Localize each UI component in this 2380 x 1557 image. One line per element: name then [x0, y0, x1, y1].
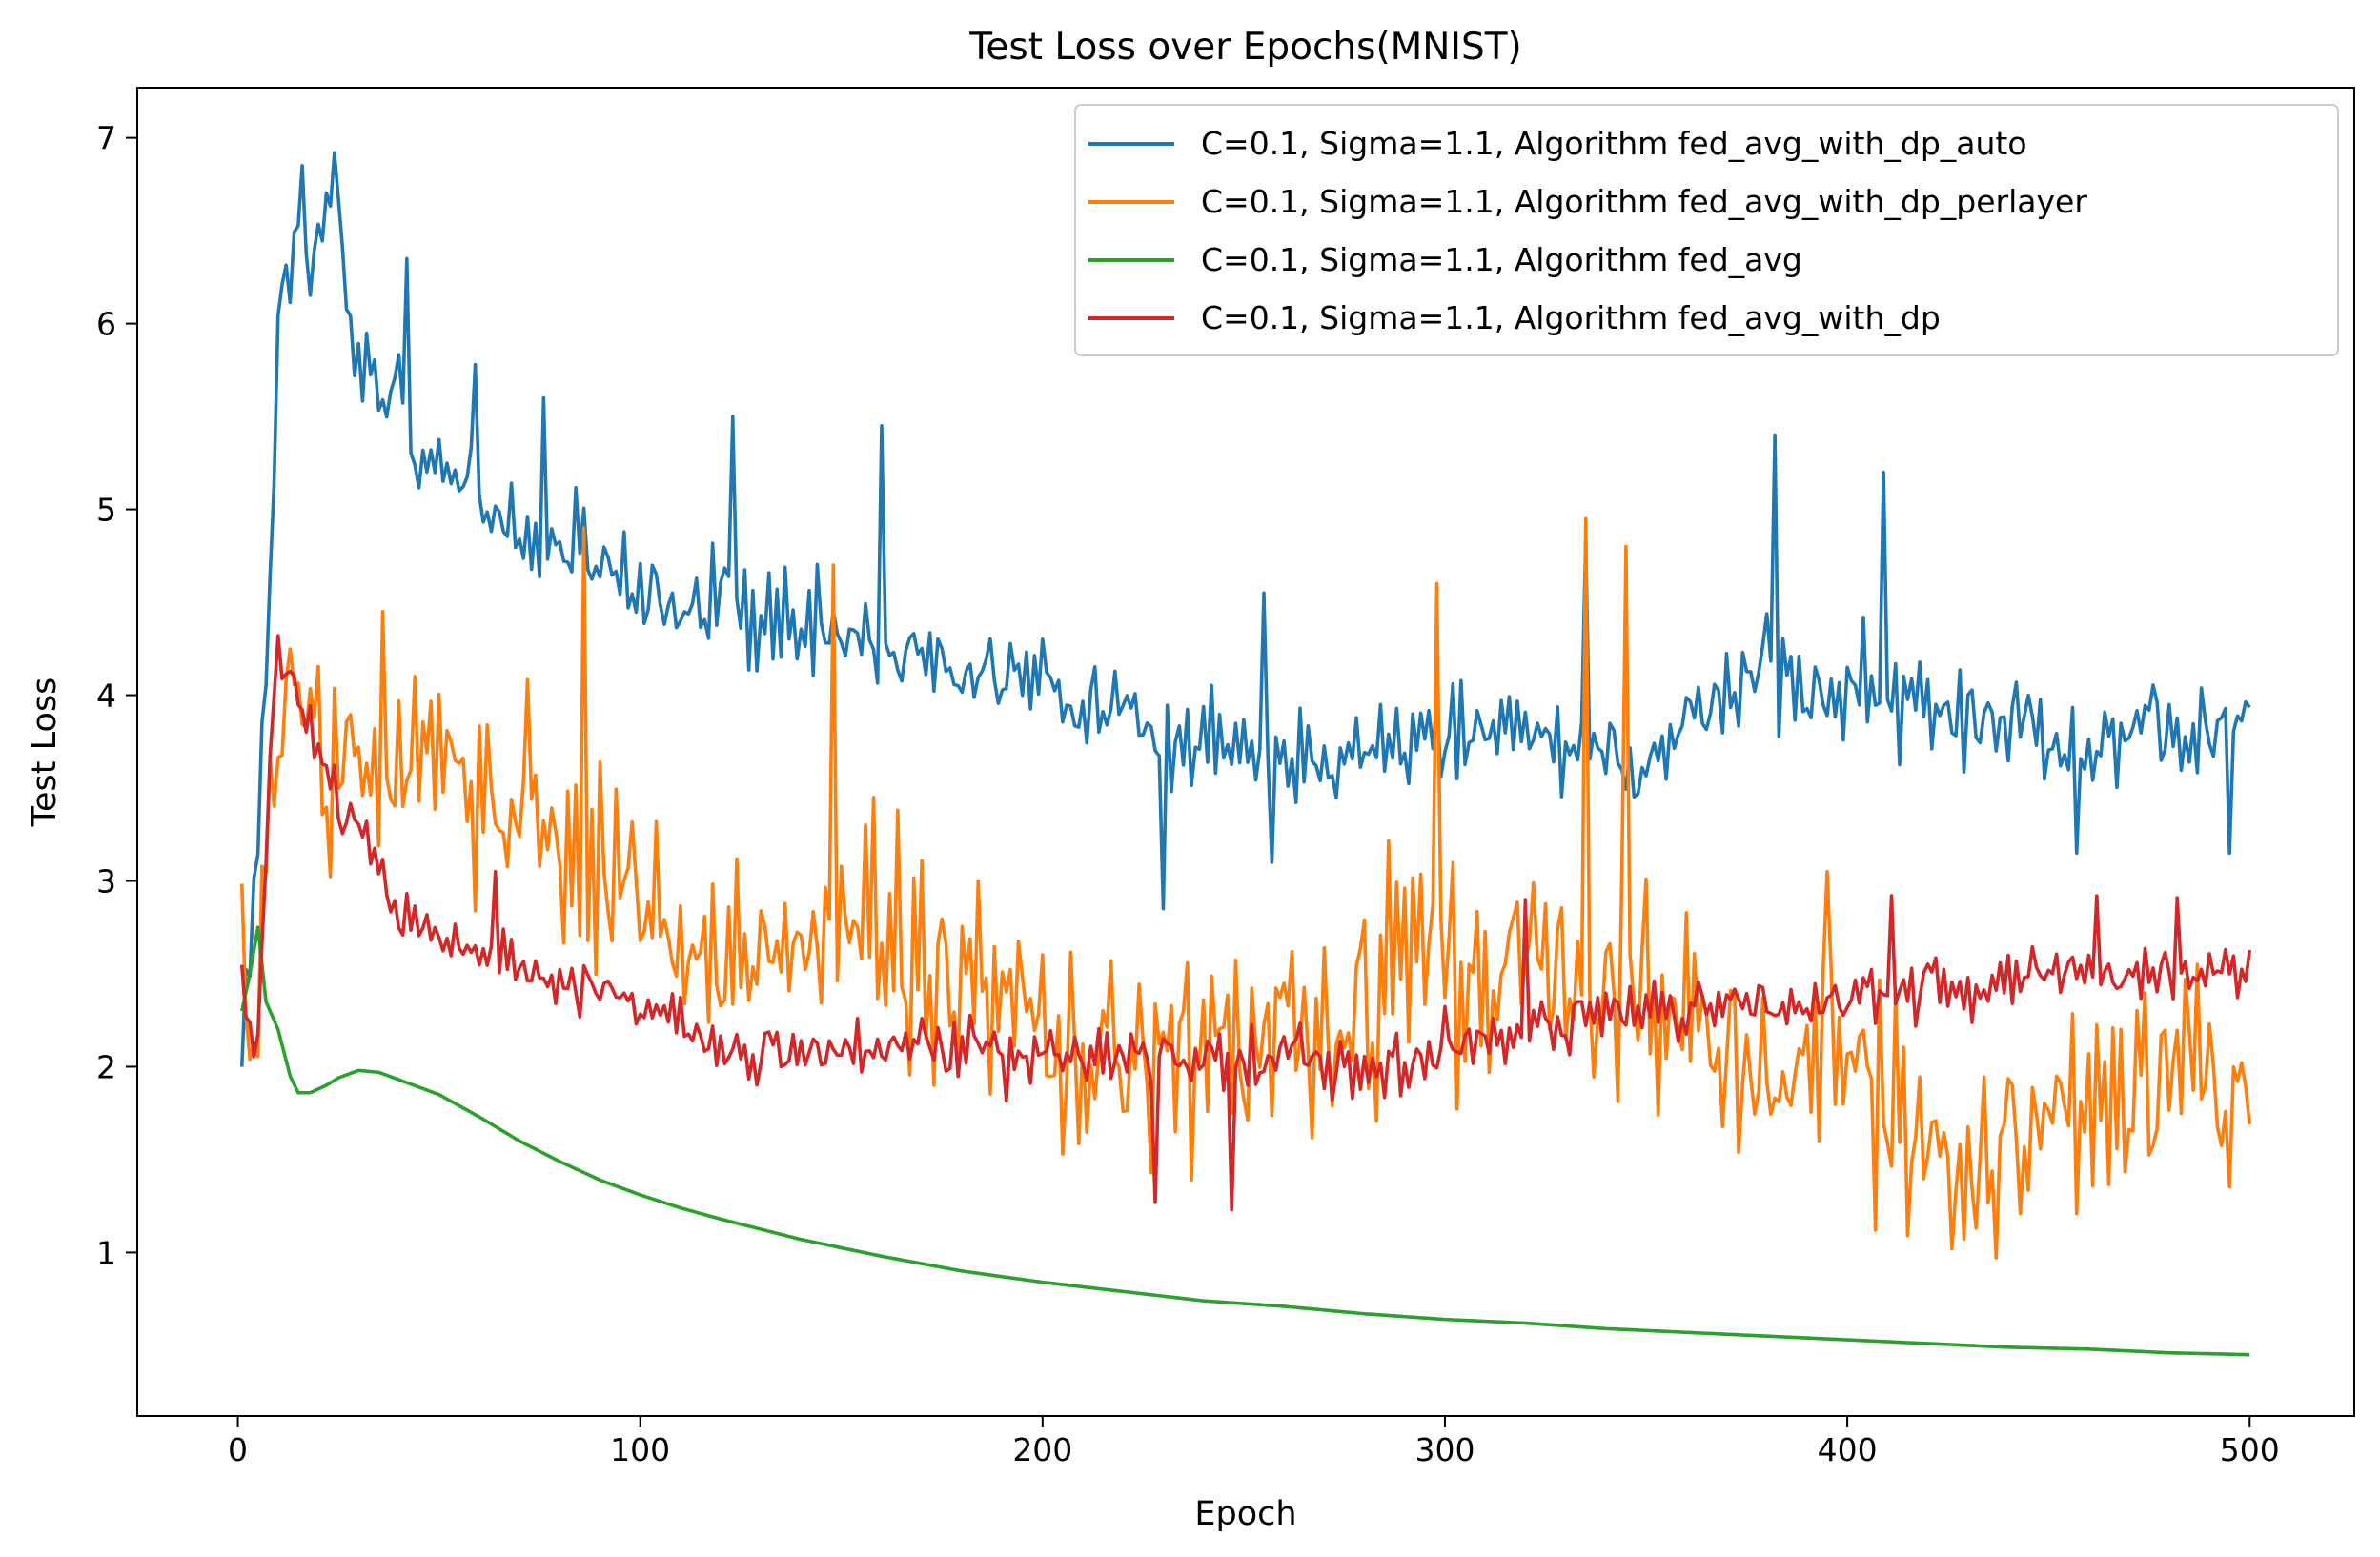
series-line-3	[240, 925, 2250, 1357]
series-line-4	[239, 634, 2252, 1212]
x-tick-label: 400	[1818, 1431, 1878, 1468]
y-axis-label: Test Loss	[26, 677, 64, 828]
y-tick-label: 6	[96, 306, 116, 343]
x-tick-label: 500	[2220, 1431, 2280, 1468]
x-tick-label: 300	[1414, 1431, 1475, 1468]
plot-frame	[136, 87, 2355, 1417]
y-tick-label: 4	[96, 677, 116, 715]
chart-title: Test Loss over Epochs(MNIST)	[968, 26, 1522, 69]
y-tick-label: 1	[96, 1234, 116, 1271]
x-axis: 0 100 200 300 400 500	[228, 1416, 2280, 1468]
legend-label: C=0.1, Sigma=1.1, Algorithm fed_avg_with…	[1201, 299, 1941, 336]
series-layer	[239, 151, 2252, 1357]
series-line-2	[239, 516, 2252, 1260]
series-line-1	[239, 151, 2251, 1067]
legend-label: C=0.1, Sigma=1.1, Algorithm fed_avg_with…	[1201, 125, 2027, 162]
legend: C=0.1, Sigma=1.1, Algorithm fed_avg_with…	[1074, 104, 2339, 356]
y-tick-label: 7	[96, 120, 116, 157]
x-tick-label: 0	[228, 1431, 248, 1468]
y-tick-label: 2	[96, 1048, 116, 1085]
plot-area	[136, 87, 2355, 1417]
x-tick-label: 100	[610, 1431, 670, 1468]
x-axis-label: Epoch	[1194, 1495, 1296, 1533]
y-axis: 1 2 3 4 5 6 7	[96, 120, 137, 1271]
legend-frame	[1074, 104, 2339, 356]
legend-label: C=0.1, Sigma=1.1, Algorithm fed_avg_with…	[1201, 183, 2087, 220]
y-tick-label: 5	[96, 492, 116, 529]
y-tick-label: 3	[96, 863, 116, 900]
legend-label: C=0.1, Sigma=1.1, Algorithm fed_avg	[1201, 241, 1802, 278]
x-tick-label: 200	[1012, 1431, 1072, 1468]
